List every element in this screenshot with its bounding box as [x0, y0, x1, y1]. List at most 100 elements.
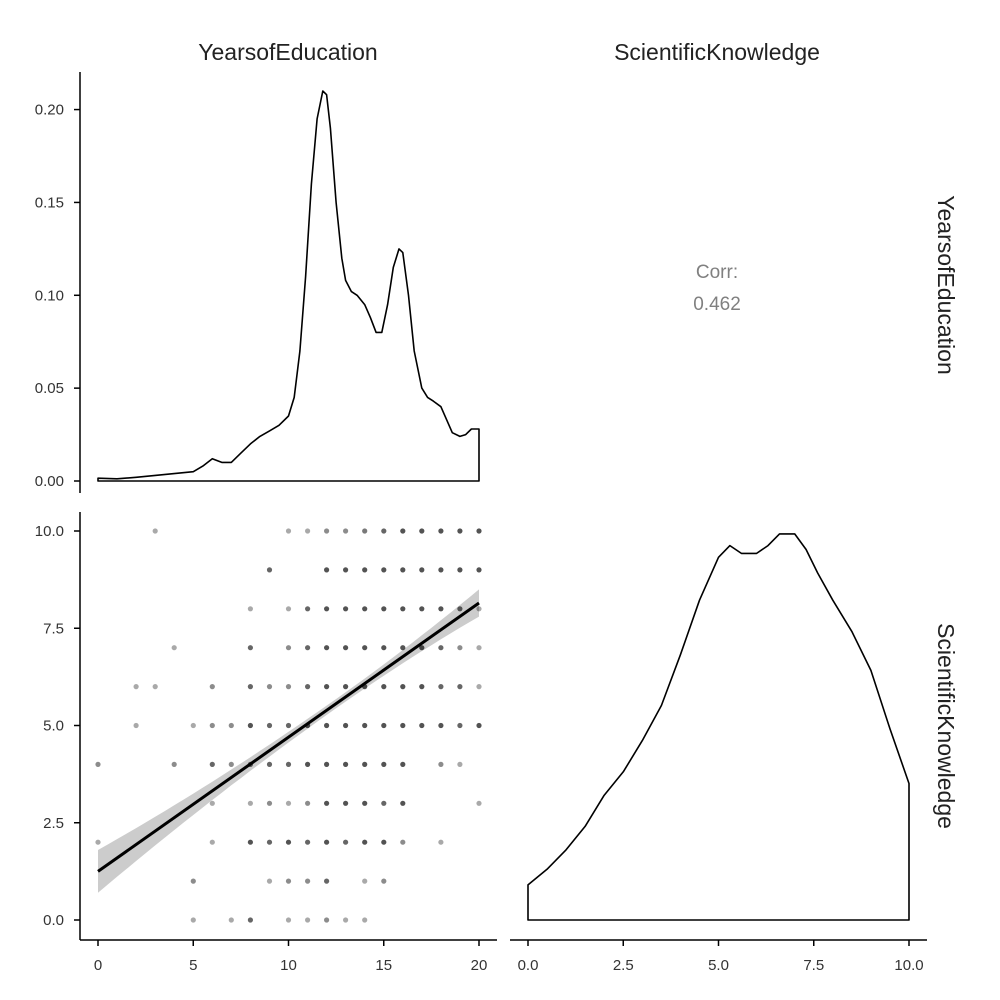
scatter-point: [438, 839, 444, 845]
scatter-point: [171, 761, 177, 768]
density-panel-scientific-knowledge: 0.0 2.5 5.0 7.5 10.0: [510, 533, 927, 974]
x-tick-label: 0: [94, 957, 102, 974]
scatter-point: [343, 917, 349, 923]
scatter-point: [381, 606, 387, 612]
scatter-point: [247, 917, 253, 923]
scatter-point: [400, 567, 406, 573]
y-tick-label: 0.10: [35, 287, 64, 304]
scatter-point: [419, 684, 425, 690]
scatter-point: [285, 839, 292, 845]
scatter-point: [209, 684, 215, 690]
x-tick-label: 5.0: [708, 957, 729, 974]
scatter-point: [247, 839, 253, 845]
scatter-point: [362, 645, 368, 651]
scatter-point: [343, 684, 349, 690]
scatter-point: [381, 645, 387, 651]
scatter-point: [381, 567, 387, 573]
scatter-point: [457, 645, 463, 651]
scatter-point: [285, 722, 292, 729]
scatter-point: [324, 645, 330, 651]
scatter-point: [381, 878, 387, 884]
scatter-point: [152, 684, 158, 690]
scatter-point: [362, 606, 368, 612]
scatter-point: [343, 761, 349, 768]
scatter-point: [305, 839, 311, 845]
scatter-point: [228, 761, 234, 768]
scatter-point: [285, 684, 292, 690]
scatter-point: [362, 878, 368, 884]
regression-line: [97, 601, 480, 873]
scatter-point: [133, 684, 139, 690]
scatter-point: [438, 528, 444, 534]
y-tick-label: 5.0: [43, 718, 64, 735]
scatter-point: [476, 722, 482, 729]
scatter-point: [400, 761, 406, 768]
scatter-point: [324, 878, 330, 884]
scatter-point: [476, 684, 482, 690]
scatter-point: [324, 528, 330, 534]
scatter-point: [324, 722, 330, 729]
scatter-point: [247, 645, 253, 651]
x-tick-label: 10: [280, 957, 297, 974]
scatter-point: [95, 839, 101, 845]
scatter-point: [457, 567, 463, 573]
scatter-point: [209, 761, 215, 768]
scatter-point: [285, 528, 292, 534]
y-tick-label: 0.20: [35, 102, 64, 119]
scatter-point: [476, 800, 482, 806]
scatter-point: [133, 722, 139, 729]
scatter-point: [400, 645, 406, 651]
scatter-point: [285, 606, 292, 612]
x-tick-label: 20: [471, 957, 488, 974]
scatter-point: [419, 722, 425, 729]
scatter-point: [209, 800, 215, 806]
scatter-point: [324, 800, 330, 806]
scatter-point: [266, 684, 273, 690]
scatter-point: [343, 839, 349, 845]
scatter-point: [419, 645, 425, 651]
x-tick-label: 7.5: [803, 957, 824, 974]
scatter-point: [343, 528, 349, 534]
scatter-point: [285, 917, 292, 923]
scatter-point: [381, 839, 387, 845]
scatter-point: [247, 800, 253, 806]
scatter-point: [419, 528, 425, 534]
strip-label-row-2: ScientificKnowledge: [933, 623, 959, 829]
scatter-point: [228, 722, 234, 729]
scatter-point: [362, 722, 368, 729]
scatter-point: [247, 606, 253, 612]
scatter-point: [324, 684, 330, 690]
scatter-point: [285, 645, 292, 651]
scatter-point: [381, 722, 387, 729]
y-tick-label: 2.5: [43, 815, 64, 832]
scatter-point: [438, 567, 444, 573]
scatter-point: [362, 800, 368, 806]
scatter-point: [457, 606, 463, 612]
y-tick-label: 10.0: [35, 523, 64, 540]
density-curve: [527, 533, 910, 921]
scatter-point: [190, 722, 196, 729]
scatter-point: [438, 761, 444, 768]
x-tick-label: 15: [375, 957, 392, 974]
scatter-point: [400, 800, 406, 806]
scatter-point: [305, 761, 311, 768]
correlation-panel: Corr: 0.462: [693, 262, 741, 315]
scatter-point: [362, 761, 368, 768]
scatter-point: [381, 528, 387, 534]
scatter-point: [400, 606, 406, 612]
x-tick-label: 0.0: [518, 957, 539, 974]
scatter-point: [476, 606, 482, 612]
scatter-point: [95, 761, 101, 768]
scatter-point: [362, 839, 368, 845]
scatter-point: [381, 761, 387, 768]
y-tick-label: 0.00: [35, 473, 64, 490]
scatter-point: [476, 528, 482, 534]
y-tick-label: 0.0: [43, 912, 64, 929]
scatter-point: [266, 800, 273, 806]
correlation-label: Corr:: [696, 262, 738, 283]
scatter-point: [305, 528, 311, 534]
scatter-point: [438, 684, 444, 690]
scatter-point: [400, 528, 406, 534]
scatter-point: [247, 722, 253, 729]
strip-label-col-2: ScientificKnowledge: [614, 39, 820, 65]
